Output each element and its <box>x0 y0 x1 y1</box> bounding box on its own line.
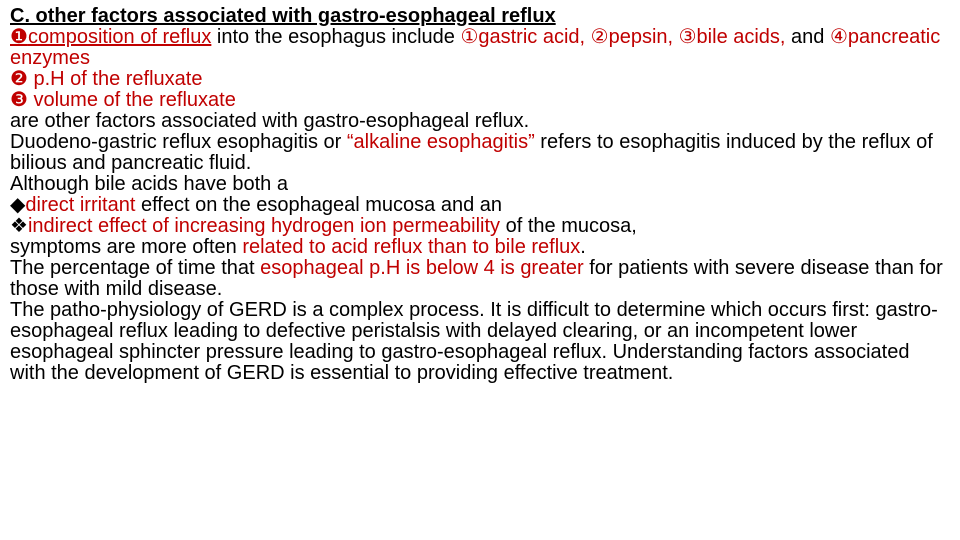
percentage-line: The percentage of time that esophageal p… <box>10 258 950 300</box>
item-composition: ❶composition of reflux into the esophagu… <box>10 27 950 69</box>
sub-gastric: ①gastric acid, <box>460 26 590 48</box>
sub-pepsin: ②pepsin, <box>591 26 679 48</box>
symptoms-pre: symptoms are more often <box>10 236 242 258</box>
symptoms-line: symptoms are more often related to acid … <box>10 237 950 258</box>
direct-rest: effect on the esophageal mucosa and an <box>135 194 502 216</box>
indirect-rest: of the mucosa, <box>500 215 637 237</box>
diamond-outline-icon: ❖ <box>10 215 28 237</box>
item-volume: ❸ volume of the refluxate <box>10 90 950 111</box>
and-text: and <box>791 26 830 48</box>
composition-label: composition of reflux <box>28 26 211 48</box>
other-factors-line: are other factors associated with gastro… <box>10 111 950 132</box>
duodeno-line: Duodeno-gastric reflux esophagitis or “a… <box>10 132 950 174</box>
marker-one: ❶ <box>10 26 28 48</box>
duodeno-pre: Duodeno-gastric reflux esophagitis or <box>10 131 347 153</box>
direct-label: direct irritant <box>25 194 135 216</box>
patho-line: The patho-physiology of GERD is a comple… <box>10 300 950 384</box>
section-heading: C. other factors associated with gastro-… <box>10 6 950 27</box>
document-body: C. other factors associated with gastro-… <box>10 6 950 384</box>
symptoms-highlight: related to acid reflux than to bile refl… <box>242 236 580 258</box>
indirect-label: indirect effect of increasing hydrogen i… <box>28 215 500 237</box>
direct-line: ◆direct irritant effect on the esophagea… <box>10 195 950 216</box>
although-line: Although bile acids have both a <box>10 174 950 195</box>
sub-bile: ③bile acids, <box>679 26 791 48</box>
alkaline-quote: “alkaline esophagitis” <box>347 131 535 153</box>
indirect-line: ❖indirect effect of increasing hydrogen … <box>10 216 950 237</box>
symptoms-post: . <box>580 236 586 258</box>
percentage-highlight: esophageal p.H is below 4 is greater <box>260 257 584 279</box>
into-text: into the esophagus include <box>211 26 460 48</box>
diamond-icon: ◆ <box>10 194 25 216</box>
item-ph: ❷ p.H of the refluxate <box>10 69 950 90</box>
percentage-pre: The percentage of time that <box>10 257 260 279</box>
